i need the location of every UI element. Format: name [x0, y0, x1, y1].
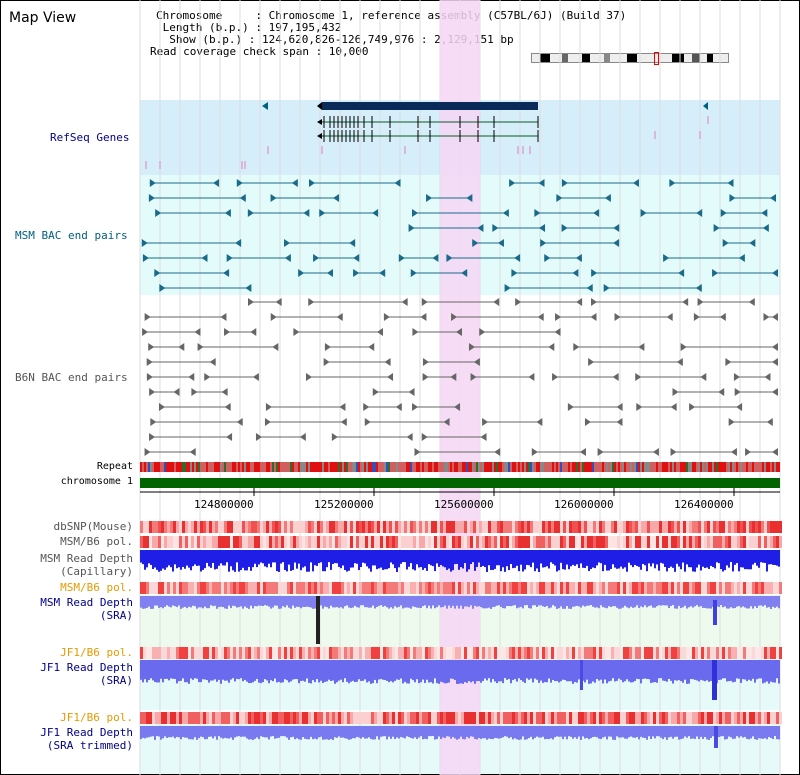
vertical-grid: [139, 0, 781, 775]
label-chromosome: chromosome 1: [60, 476, 133, 487]
chromosome-bar: [140, 478, 780, 488]
label-dbsnp[interactable]: dbSNP(Mouse): [53, 520, 133, 533]
chromosome-ideogram[interactable]: [531, 52, 729, 65]
label-refseq[interactable]: RefSeq Genes: [50, 131, 130, 144]
axis-tick-1: 124800000: [194, 498, 254, 511]
label-jf1-depth-sra[interactable]: JF1 Read Depth (SRA): [40, 661, 133, 687]
selection-highlight: [440, 0, 480, 775]
repeat-track: [140, 462, 780, 472]
polymorphism-heat-tracks: [140, 521, 782, 724]
label-jf1-depth-sra-1: JF1 Read Depth: [40, 661, 133, 674]
position-axis: [140, 488, 780, 496]
label-msm-depth-cap-1: MSM Read Depth: [40, 552, 133, 565]
label-repeat: Repeat: [96, 461, 133, 472]
label-msm-depth-cap-2: (Capillary): [60, 565, 133, 578]
label-jf1-depth-trim-2: (SRA trimmed): [46, 739, 133, 752]
axis-tick-4: 126000000: [554, 498, 614, 511]
read-depth-tracks: [140, 550, 780, 748]
refseq-gene-models[interactable]: [262, 102, 708, 142]
axis-tick-5: 126400000: [674, 498, 734, 511]
label-msm-depth-sra-2: (SRA): [99, 609, 133, 622]
label-jf1-b6-pol-2[interactable]: JF1/B6 pol.: [60, 711, 133, 724]
info-coverage-span: Read coverage check span : 10,000: [150, 45, 369, 58]
label-jf1-depth-trim[interactable]: JF1 Read Depth (SRA trimmed): [40, 726, 133, 752]
label-jf1-depth-sra-2: (SRA): [99, 674, 133, 687]
b6n-bac-pairs[interactable]: [142, 298, 778, 456]
axis-tick-2: 125200000: [314, 498, 374, 511]
axis-tick-3: 125600000: [434, 498, 494, 511]
map-view-title: Map View: [9, 10, 77, 26]
label-msm-b6-pol-1[interactable]: MSM/B6 pol.: [60, 535, 133, 548]
label-jf1-depth-trim-1: JF1 Read Depth: [40, 726, 133, 739]
msm-bac-pairs[interactable]: [141, 179, 778, 292]
refseq-small-marks: [145, 116, 709, 169]
info-length: Length (b.p.) : 197,195,432: [156, 21, 342, 34]
msm-sra-spike: [316, 596, 320, 644]
label-msm-b6-pol-2[interactable]: MSM/B6 pol.: [60, 581, 133, 594]
label-msm-depth-sra-1: MSM Read Depth: [40, 596, 133, 609]
label-msm-depth-cap[interactable]: MSM Read Depth (Capillary): [40, 552, 133, 578]
current-position-marker: [654, 52, 659, 65]
label-jf1-b6-pol-1[interactable]: JF1/B6 pol.: [60, 646, 133, 659]
label-msm-depth-sra[interactable]: MSM Read Depth (SRA): [40, 596, 133, 622]
label-msm-bac[interactable]: MSM BAC end pairs: [15, 229, 128, 242]
label-b6n-bac[interactable]: B6N BAC end pairs: [15, 371, 128, 384]
